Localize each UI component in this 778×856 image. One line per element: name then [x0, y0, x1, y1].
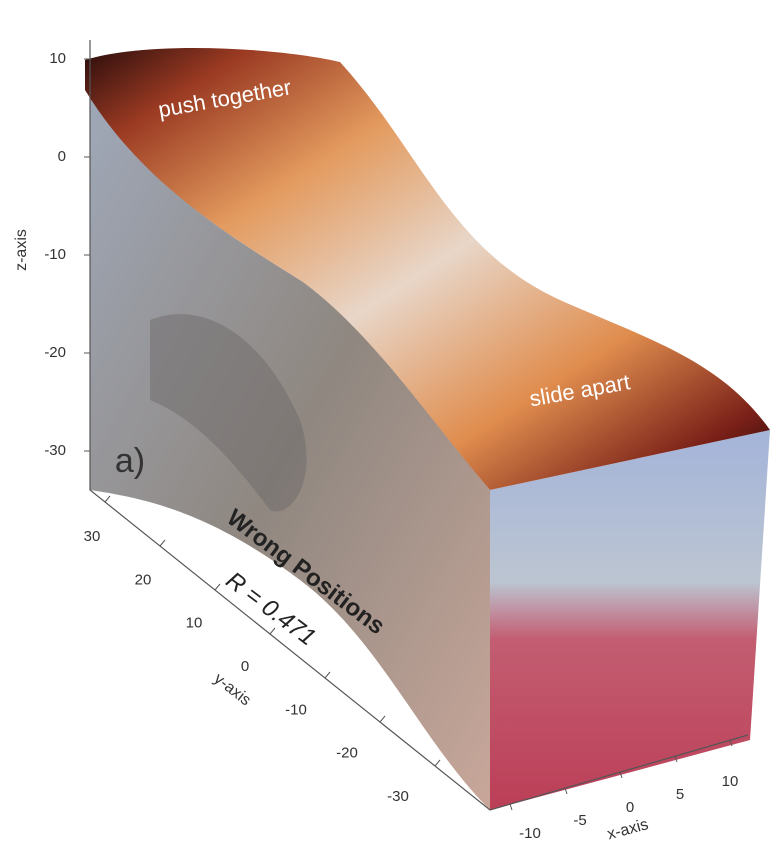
y-tick-label: 10	[186, 615, 203, 632]
z-tick-label: 0	[58, 148, 66, 165]
surface-front	[490, 430, 770, 810]
x-tick-label: -10	[519, 825, 541, 842]
y-axis-label: y-axis	[210, 670, 253, 709]
y-tick-label: 0	[241, 658, 249, 675]
surface-shadow	[150, 314, 307, 512]
y-tick	[104, 495, 111, 503]
x-tick-label: -5	[573, 812, 586, 829]
y-tick	[159, 539, 166, 547]
y-tick-label: -10	[285, 701, 307, 718]
y-tick-label: 30	[84, 528, 101, 545]
y-tick	[434, 759, 441, 767]
x-tick	[564, 787, 568, 795]
x-tick	[509, 803, 513, 811]
x-tick-label: 5	[676, 786, 684, 803]
x-tick-label: 10	[722, 773, 739, 790]
y-tick	[269, 627, 276, 635]
y-tick	[324, 671, 331, 679]
surface-top	[85, 47, 770, 490]
z-tick-label: -30	[44, 442, 66, 459]
z-tick-label: 10	[49, 50, 66, 67]
z-axis-label: z-axis	[13, 229, 30, 271]
y-tick-label: -30	[387, 788, 409, 805]
z-tick-label: -10	[44, 246, 66, 263]
x-tick	[619, 771, 623, 779]
panel-label: a)	[115, 442, 145, 480]
x-tick	[674, 755, 678, 763]
y-tick	[379, 715, 386, 723]
y-tick-label: 20	[135, 571, 152, 588]
z-tick-label: -20	[44, 344, 66, 361]
x-tick	[729, 739, 733, 747]
y-tick	[214, 583, 221, 591]
axis-line	[89, 40, 749, 811]
x-axis-label: x-axis	[606, 816, 651, 843]
x-tick-label: 0	[626, 799, 634, 816]
y-tick-label: -20	[336, 745, 358, 762]
